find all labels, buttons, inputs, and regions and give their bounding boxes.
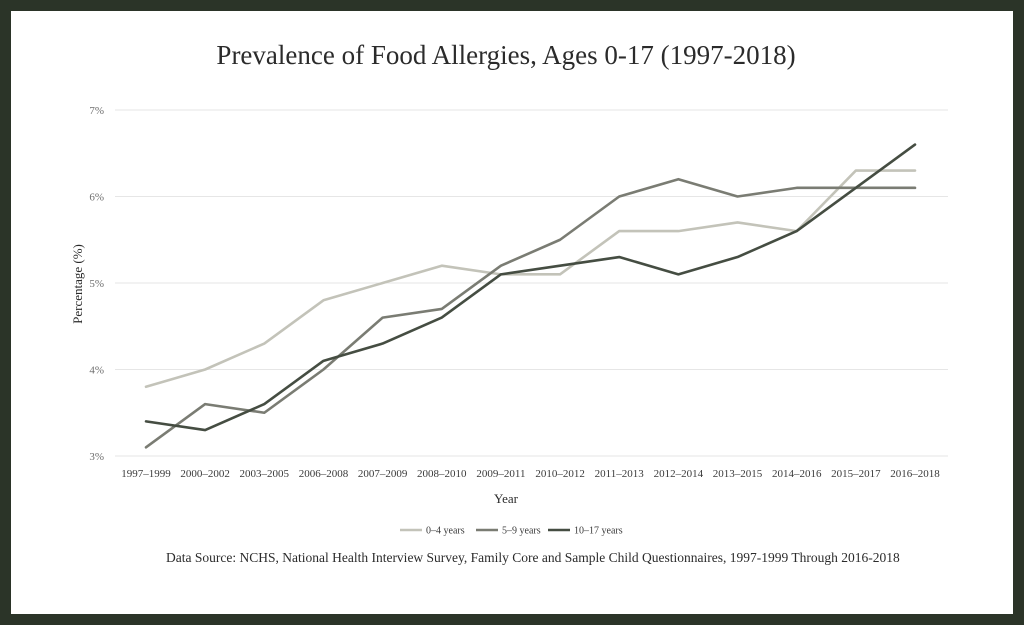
x-tick-label: 2015–2017 — [831, 468, 881, 480]
x-tick-label: 2007–2009 — [358, 468, 408, 480]
x-tick-label: 2013–2015 — [713, 468, 763, 480]
y-tick-label: 3% — [89, 451, 104, 463]
x-tick-label: 2016–2018 — [890, 468, 940, 480]
legend-label: 0–4 years — [426, 526, 465, 537]
y-tick-label: 6% — [89, 192, 104, 204]
data-source-note: Data Source: NCHS, National Health Inter… — [166, 550, 900, 565]
x-tick-label: 1997–1999 — [121, 468, 171, 480]
legend: 0–4 years 5–9 years 10–17 years — [400, 526, 623, 537]
series-line — [144, 177, 917, 449]
x-tick-label: 2000–2002 — [180, 468, 230, 480]
y-tick-label: 7% — [89, 105, 104, 117]
y-tick-labels: 3% 4% 5% 6% 7% — [89, 105, 104, 463]
y-axis-label: Percentage (%) — [70, 244, 85, 324]
x-tick-label: 2003–2005 — [240, 468, 290, 480]
series-line — [144, 169, 917, 389]
legend-label: 10–17 years — [574, 526, 623, 537]
x-tick-label: 2014–2016 — [772, 468, 822, 480]
series-line — [144, 143, 917, 432]
legend-label: 5–9 years — [502, 526, 541, 537]
x-tick-label: 2011–2013 — [595, 468, 645, 480]
x-tick-label: 2006–2008 — [299, 468, 349, 480]
x-tick-label: 2009–2011 — [476, 468, 525, 480]
y-tick-label: 4% — [89, 365, 104, 377]
series-lines — [144, 143, 917, 449]
chart-title: Prevalence of Food Allergies, Ages 0-17 … — [216, 40, 795, 70]
x-axis-label: Year — [494, 491, 519, 506]
grid-lines — [115, 109, 948, 457]
x-tick-label: 2012–2014 — [654, 468, 704, 480]
x-tick-label: 2008–2010 — [417, 468, 467, 480]
x-tick-labels: 1997–1999 2000–2002 2003–2005 2006–2008 2007… — [121, 468, 940, 480]
x-tick-label: 2010–2012 — [535, 468, 585, 480]
y-tick-label: 5% — [89, 278, 104, 290]
